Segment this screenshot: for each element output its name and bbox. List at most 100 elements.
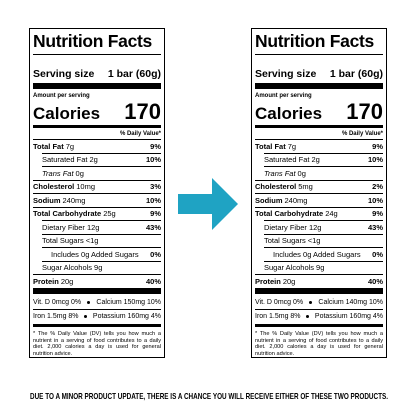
nutrient-row: Total Sugars <1g <box>264 233 383 247</box>
nutrient-name: Total Sugars <box>264 236 306 245</box>
nutrient-name: Protein <box>255 276 281 286</box>
nutrient-row: Protein 20g 40% <box>255 274 383 287</box>
nutrient-amount: 2g <box>311 155 320 164</box>
nutrient-name: Total Carbohydrate <box>33 209 102 218</box>
divider <box>255 54 383 55</box>
dv-header: % Daily Value* <box>119 131 161 137</box>
bullet <box>84 315 88 318</box>
nutrient-amount: 25g <box>103 209 116 218</box>
nutrient-amount: 7g <box>65 141 75 151</box>
nutrient-name: Sodium <box>33 195 61 205</box>
vitamin-row: Vit. D 0mcg 0% Calcium 140mg 10% <box>255 296 383 309</box>
nutrient-name: Total Fat <box>33 141 64 151</box>
thick-divider <box>33 288 161 294</box>
nutrient-row: Total Carbohydrate 24g 9% <box>255 206 383 220</box>
nutrient-amount: 20g <box>282 276 296 286</box>
nutrient-row: Total Fat 7g 9% <box>33 139 161 152</box>
nutrient-row: Sodium 240mg 10% <box>255 193 383 206</box>
vitamin-entry: Vit. D 0mcg 0% <box>255 299 304 306</box>
nutrient-dv: 10% <box>145 195 161 205</box>
nutrient-row: Sugar Alcohols 9g <box>42 260 161 274</box>
nutrient-dv: 10% <box>367 155 383 164</box>
nutrition-label: Nutrition Facts Serving size 1 bar (60g) Am… <box>251 28 387 358</box>
serving-size: 1 bar (60g) <box>329 68 383 80</box>
bullet <box>306 315 310 318</box>
label-title: Nutrition Facts <box>33 31 152 51</box>
medium-divider <box>255 324 383 327</box>
nutrition-label: Nutrition Facts Serving size 1 bar (60g) Am… <box>29 28 165 358</box>
nutrient-amount: 0g <box>297 168 306 178</box>
nutrient-dv: 43% <box>367 222 383 232</box>
vitamin-row: Vit. D 0mcg 0% Calcium 150mg 10% <box>33 296 161 309</box>
nutrient-amount: 240mg <box>284 195 308 205</box>
serving-size-label: Serving size <box>33 68 95 80</box>
nutrient-dv: 9% <box>150 141 161 151</box>
nutrient-amount: 0g <box>75 168 84 178</box>
nutrient-name: Cholesterol <box>33 182 75 191</box>
dv-header: % Daily Value* <box>341 131 383 137</box>
nutrient-name: Saturated Fat <box>42 155 88 164</box>
nutrient-amount: 10mg <box>76 182 96 191</box>
footnote: * The % Daily Value (DV) tells you how m… <box>33 331 161 358</box>
nutrient-name: Sodium <box>255 195 283 205</box>
nutrient-amount: <1g <box>307 236 321 245</box>
medium-divider <box>33 324 161 327</box>
nutrient-dv: 0% <box>372 249 383 259</box>
label-title: Nutrition Facts <box>255 31 374 51</box>
calories-value: 170 <box>346 99 383 124</box>
nutrient-dv: 9% <box>150 209 161 218</box>
vitamin-row: Iron 1.5mg 8% Potassium 160mg 4% <box>33 309 161 323</box>
nutrient-row: Includes 0g Added Sugars 0% <box>42 247 161 260</box>
nutrient-amount: 7g <box>287 141 297 151</box>
nutrient-name: Dietary Fiber <box>264 222 307 232</box>
amount-per-serving: Amount per serving <box>255 93 312 99</box>
nutrient-row: Saturated Fat 2g 10% <box>42 152 161 166</box>
nutrient-dv: 9% <box>372 209 383 218</box>
nutrient-row: Dietary Fiber 12g 43% <box>264 220 383 233</box>
nutrient-dv: 43% <box>145 222 161 232</box>
nutrient-row: Sugar Alcohols 9g <box>264 260 383 274</box>
nutrient-amount: 12g <box>308 222 322 232</box>
nutrient-row: Total Carbohydrate 25g 9% <box>33 206 161 220</box>
nutrient-name: Trans Fat <box>264 168 296 178</box>
nutrient-row: Cholesterol 5mg 2% <box>255 179 383 193</box>
nutrient-amount: 20g <box>60 276 74 286</box>
nutrient-amount: 2g <box>89 155 98 164</box>
amount-per-serving: Amount per serving <box>33 93 90 99</box>
divider <box>33 54 161 55</box>
calories-value: 170 <box>124 99 161 124</box>
nutrient-row: Trans Fat 0g <box>42 166 161 179</box>
nutrient-row: Dietary Fiber 12g 43% <box>42 220 161 233</box>
nutrient-name: Includes 0g Added Sugars <box>273 249 361 259</box>
serving-size: 1 bar (60g) <box>107 68 161 80</box>
nutrient-dv: 10% <box>145 155 161 164</box>
vitamin-entry: Calcium 140mg 10% <box>318 299 383 306</box>
nutrient-name: Trans Fat <box>42 168 74 178</box>
arrow-shape <box>178 178 238 230</box>
bullet <box>309 301 313 304</box>
vitamin-entry: Potassium 160mg 4% <box>314 313 383 320</box>
nutrient-row: Trans Fat 0g <box>264 166 383 179</box>
nutrient-amount: <1g <box>85 236 99 245</box>
nutrient-amount: 240mg <box>62 195 86 205</box>
vitamin-entry: Iron 1.5mg 8% <box>255 313 301 320</box>
vitamin-entry: Potassium 160mg 4% <box>92 313 161 320</box>
nutrient-row: Saturated Fat 2g 10% <box>264 152 383 166</box>
nutrient-amount: 24g <box>325 209 338 218</box>
bullet <box>87 301 91 304</box>
calories-label: Calories <box>33 104 101 123</box>
arrow <box>178 178 238 230</box>
nutrient-name: Sugar Alcohols <box>264 263 315 272</box>
vitamin-entry: Calcium 150mg 10% <box>96 299 161 306</box>
nutrient-name: Total Carbohydrate <box>255 209 324 218</box>
nutrient-row: Total Fat 7g 9% <box>255 139 383 152</box>
footer-text: DUE TO A MINOR PRODUCT UPDATE, THERE IS … <box>30 391 388 401</box>
vitamin-entry: Iron 1.5mg 8% <box>33 313 79 320</box>
nutrient-amount: 5mg <box>298 182 313 191</box>
nutrient-dv: 40% <box>145 276 161 286</box>
nutrient-name: Protein <box>33 276 59 286</box>
vitamin-entry: Vit. D 0mcg 0% <box>33 299 82 306</box>
nutrient-name: Total Fat <box>255 141 286 151</box>
medium-divider <box>33 125 161 128</box>
nutrient-dv: 9% <box>372 141 383 151</box>
